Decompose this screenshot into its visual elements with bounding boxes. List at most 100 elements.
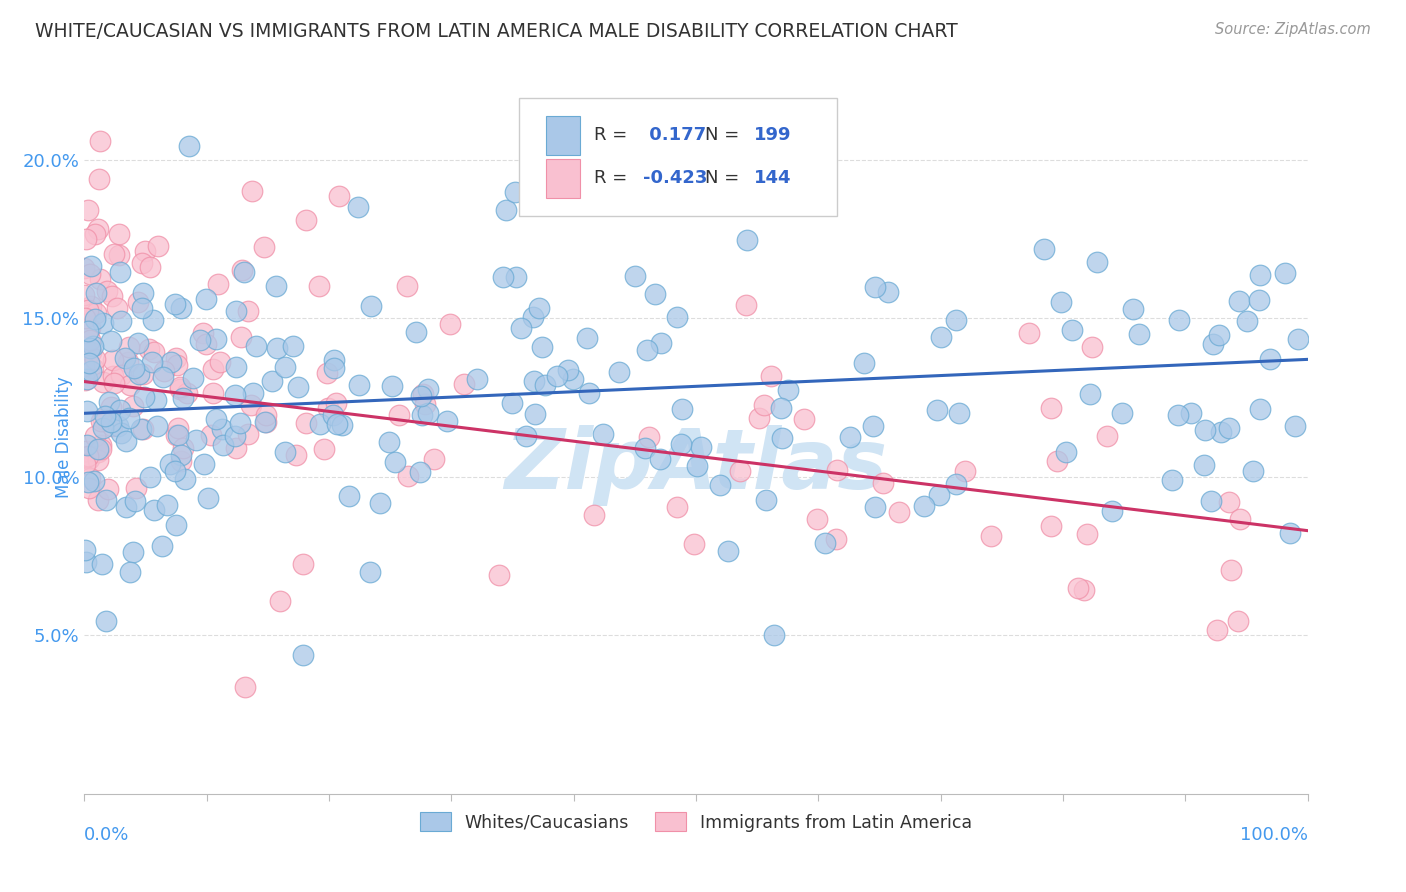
Point xyxy=(776,384,799,398)
Point xyxy=(224,388,246,402)
Point xyxy=(748,411,770,425)
Point xyxy=(368,496,391,510)
Point xyxy=(515,429,537,443)
Point xyxy=(93,376,115,390)
Point xyxy=(212,438,235,452)
FancyBboxPatch shape xyxy=(546,116,579,155)
Point xyxy=(562,372,585,386)
Point xyxy=(77,202,100,217)
Point xyxy=(117,411,139,425)
Point xyxy=(1286,332,1309,346)
Point xyxy=(752,398,775,412)
Point xyxy=(634,441,657,455)
Text: 144: 144 xyxy=(754,169,792,187)
Point xyxy=(1236,314,1258,328)
Point xyxy=(87,442,110,456)
Point xyxy=(91,420,114,434)
Point xyxy=(80,299,103,313)
Point xyxy=(89,134,111,148)
Point xyxy=(225,441,247,455)
Point xyxy=(205,332,228,346)
Point xyxy=(1218,421,1240,435)
Point xyxy=(146,239,169,253)
Point xyxy=(254,409,277,423)
Point xyxy=(422,451,444,466)
Point xyxy=(405,326,427,340)
Point xyxy=(76,372,98,386)
Point xyxy=(285,448,308,462)
Text: 0.0%: 0.0% xyxy=(84,826,129,844)
Point xyxy=(1081,340,1104,354)
Point xyxy=(294,213,316,227)
Point xyxy=(418,382,440,396)
Point xyxy=(339,489,361,503)
Point xyxy=(208,354,231,368)
Point xyxy=(132,367,155,381)
Point xyxy=(927,403,949,417)
Point xyxy=(225,359,247,374)
Point xyxy=(762,628,785,642)
Point xyxy=(172,441,194,455)
Point xyxy=(166,358,188,372)
Point xyxy=(533,377,555,392)
Point xyxy=(415,397,437,411)
Text: N =: N = xyxy=(704,127,745,145)
Point xyxy=(118,565,141,579)
Point xyxy=(165,464,187,478)
Point xyxy=(1160,473,1182,487)
Point xyxy=(108,248,131,262)
Point xyxy=(1249,268,1271,282)
Point xyxy=(165,518,187,533)
Text: 199: 199 xyxy=(754,127,792,145)
Point xyxy=(728,463,751,477)
Point xyxy=(465,371,488,385)
Point xyxy=(77,356,100,370)
Point xyxy=(377,435,399,450)
Point xyxy=(813,536,835,550)
Point xyxy=(90,414,112,428)
Point xyxy=(292,648,315,662)
Point xyxy=(770,430,793,444)
Point xyxy=(84,429,107,443)
Point xyxy=(650,452,672,467)
Point xyxy=(103,376,125,390)
Point xyxy=(396,278,419,293)
Point xyxy=(173,392,195,406)
Point xyxy=(529,301,551,315)
Point xyxy=(1032,242,1054,256)
Point xyxy=(412,386,434,401)
Text: 0.177: 0.177 xyxy=(644,127,706,145)
Point xyxy=(73,287,96,301)
Point xyxy=(96,284,118,298)
Point xyxy=(928,488,950,502)
Point xyxy=(129,422,152,436)
Point xyxy=(91,316,114,330)
Point xyxy=(308,279,330,293)
Point xyxy=(325,395,347,409)
Point xyxy=(176,386,198,401)
Point xyxy=(1067,581,1090,595)
Point xyxy=(75,343,97,357)
Point xyxy=(89,272,111,286)
Point xyxy=(295,416,318,430)
Point xyxy=(79,341,101,355)
FancyBboxPatch shape xyxy=(519,98,837,216)
Point xyxy=(980,529,1002,543)
Point xyxy=(90,557,112,571)
Point xyxy=(83,352,105,367)
Point xyxy=(1054,445,1077,459)
Point xyxy=(193,326,215,340)
Point xyxy=(872,475,894,490)
Point xyxy=(124,494,146,508)
Point xyxy=(322,408,344,422)
Point xyxy=(165,427,187,442)
Point xyxy=(207,277,229,291)
Point xyxy=(396,469,419,483)
Point xyxy=(793,412,815,426)
Point xyxy=(143,503,166,517)
Point xyxy=(82,361,104,376)
Point xyxy=(1209,425,1232,440)
Point xyxy=(76,449,98,463)
Point xyxy=(186,433,208,447)
Point xyxy=(1208,327,1230,342)
